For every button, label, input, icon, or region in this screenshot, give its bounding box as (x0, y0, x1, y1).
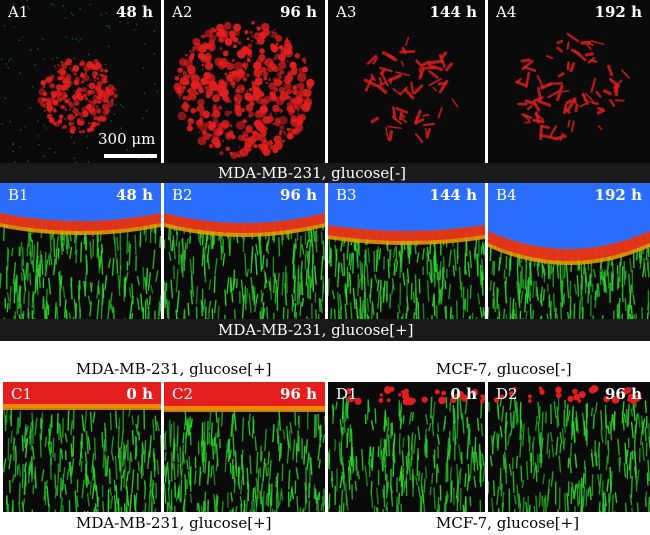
panel-c1-time: 0 h (126, 385, 153, 403)
panel-d1-time: 0 h (450, 385, 477, 403)
top-caption-strip (0, 163, 650, 183)
panel-a2-label: A2 (172, 3, 193, 21)
panel-d2-label: D2 (496, 385, 518, 403)
panel-d1: D1 0 h (328, 382, 485, 512)
panel-d1-label: D1 (336, 385, 358, 403)
panel-a1: A1 48 h 300 μm (0, 0, 161, 163)
panel-d1-image (328, 382, 485, 512)
panel-a4-time: 192 h (594, 3, 642, 21)
panel-b4-time: 192 h (594, 186, 642, 204)
mid-caption-strip (0, 319, 650, 341)
bottom-right-title: MCF-7, glucose[-] (436, 360, 572, 378)
panel-d2-time: 96 h (604, 385, 642, 403)
panel-b3: B3 144 h (328, 183, 485, 319)
panel-c2-image (164, 382, 325, 512)
panel-a4-label: A4 (496, 3, 517, 21)
panel-b2-image (164, 183, 325, 319)
panel-b3-image (328, 183, 485, 319)
panel-a3-time: 144 h (429, 3, 477, 21)
panel-b1-time: 48 h (115, 186, 153, 204)
mid-caption: MDA-MB-231, glucose[+] (218, 321, 414, 339)
panel-b1-image (0, 183, 161, 319)
bottom-right-caption: MCF-7, glucose[+] (436, 514, 580, 532)
panel-a1-image (0, 0, 161, 163)
bottom-left-caption: MDA-MB-231, glucose[+] (76, 514, 272, 532)
panel-a4: A4 192 h (488, 0, 650, 163)
panel-c2: C2 96 h (164, 382, 325, 512)
panel-b4-image (488, 183, 650, 319)
panel-b4-label: B4 (496, 186, 517, 204)
top-caption: MDA-MB-231, glucose[-] (218, 164, 407, 182)
bottom-left-title: MDA-MB-231, glucose[+] (76, 360, 272, 378)
panel-c1: C1 0 h (3, 382, 161, 512)
panel-b2: B2 96 h (164, 183, 325, 319)
panel-a2-time: 96 h (279, 3, 317, 21)
panel-b1: B1 48 h (0, 183, 161, 319)
panel-b2-time: 96 h (279, 186, 317, 204)
panel-c2-label: C2 (172, 385, 194, 403)
panel-a4-image (488, 0, 650, 163)
panel-a1-label: A1 (8, 3, 29, 21)
panel-b3-label: B3 (336, 186, 357, 204)
panel-b4: B4 192 h (488, 183, 650, 319)
panel-d2-image (488, 382, 650, 512)
scale-bar-label: 300 μm (98, 130, 156, 148)
panel-b3-time: 144 h (429, 186, 477, 204)
panel-a3-label: A3 (336, 3, 357, 21)
panel-d2: D2 96 h (488, 382, 650, 512)
panel-a2: A2 96 h (164, 0, 325, 163)
panel-a2-image (164, 0, 325, 163)
panel-c1-image (3, 382, 161, 512)
panel-b2-label: B2 (172, 186, 193, 204)
scale-bar (104, 154, 157, 158)
panel-a1-time: 48 h (115, 3, 153, 21)
panel-a3-image (328, 0, 485, 163)
panel-b1-label: B1 (8, 186, 29, 204)
panel-c1-label: C1 (11, 385, 33, 403)
panel-a3: A3 144 h (328, 0, 485, 163)
panel-c2-time: 96 h (279, 385, 317, 403)
